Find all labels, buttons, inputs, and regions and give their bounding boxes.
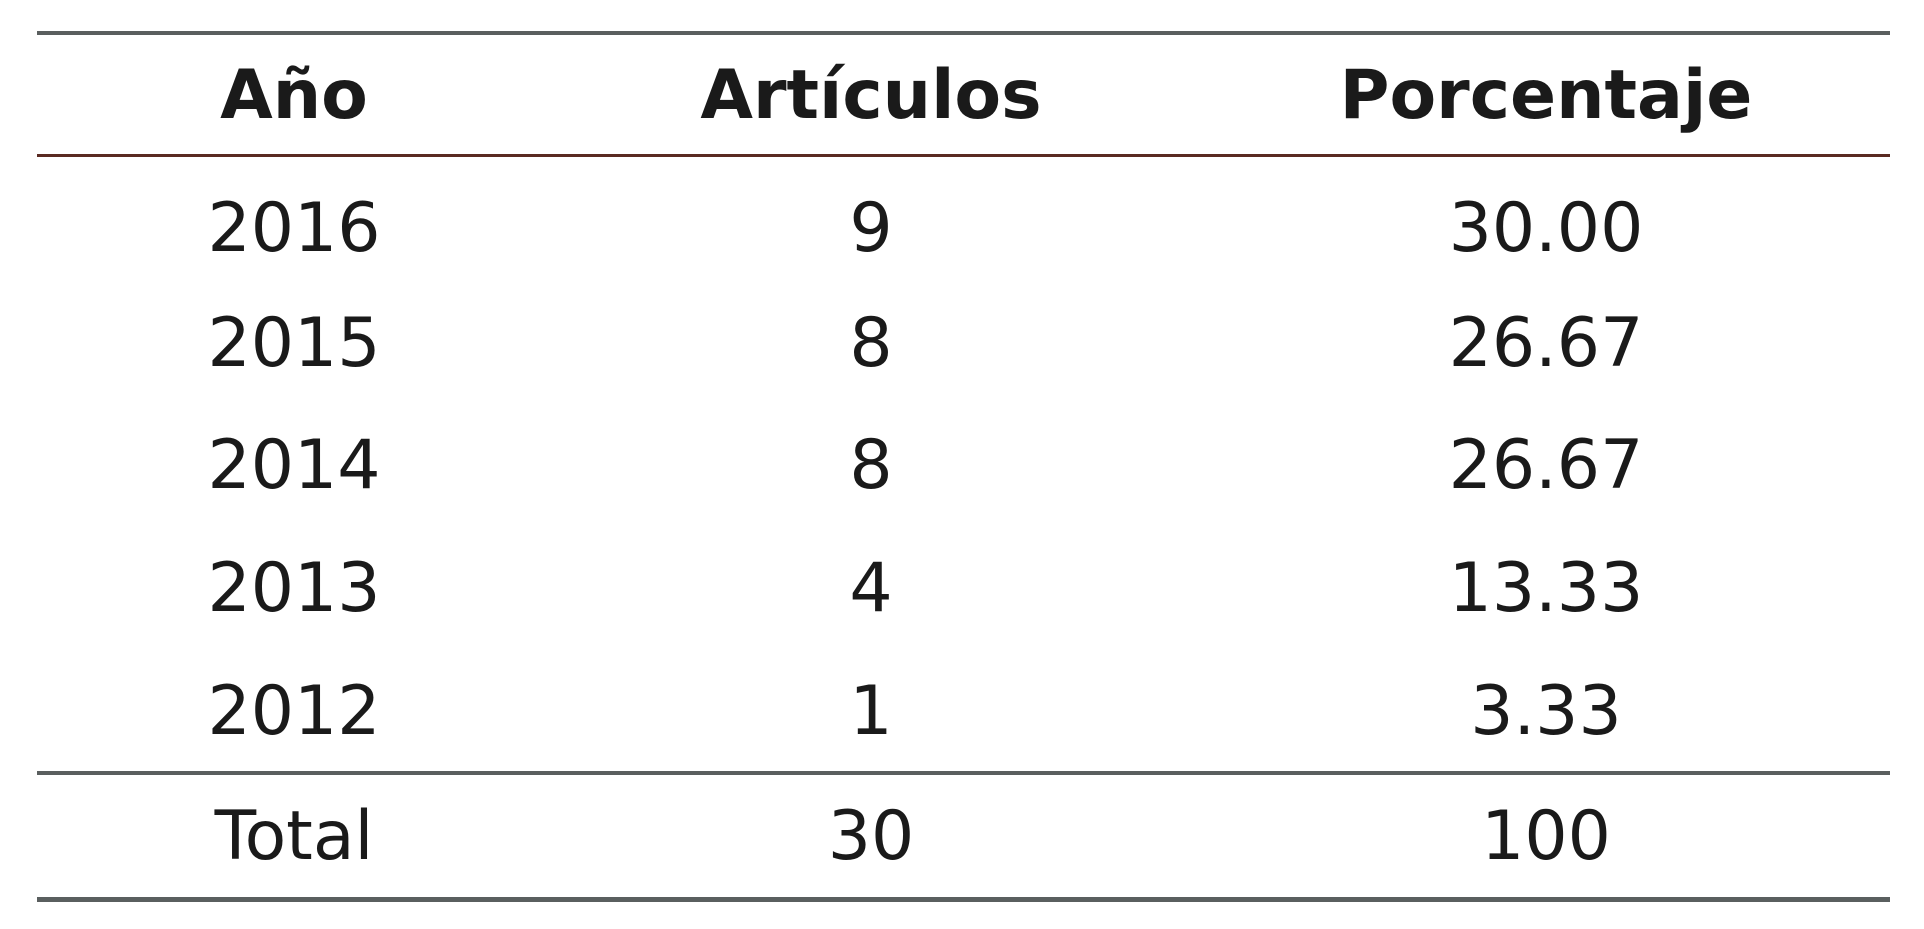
bottom-rule [37, 897, 1890, 902]
total-cell: 30 [827, 797, 915, 876]
header-cell: Porcentaje [1339, 56, 1753, 135]
table-cell: 8 [849, 426, 893, 505]
table-cell: 30.00 [1448, 189, 1644, 268]
total-cell: Total [214, 797, 374, 876]
table-cell: 26.67 [1448, 304, 1644, 383]
header-cell: Año [220, 56, 368, 135]
table-cell: 9 [849, 189, 893, 268]
table-cell: 4 [849, 549, 893, 628]
table-cell: 1 [849, 672, 893, 751]
total-cell: 100 [1481, 797, 1611, 876]
table-cell: 8 [849, 304, 893, 383]
header-cell: Artículos [700, 56, 1042, 135]
table-cell: 3.33 [1470, 672, 1622, 751]
table-cell: 2015 [207, 304, 381, 383]
table-cell: 2014 [207, 426, 381, 505]
total-rule [37, 771, 1890, 775]
table-cell: 13.33 [1448, 549, 1644, 628]
table-cell: 2013 [207, 549, 381, 628]
table-cell: 2012 [207, 672, 381, 751]
table-cell: 2016 [207, 189, 381, 268]
header-rule [37, 154, 1890, 157]
top-rule [37, 31, 1890, 35]
table-cell: 26.67 [1448, 426, 1644, 505]
